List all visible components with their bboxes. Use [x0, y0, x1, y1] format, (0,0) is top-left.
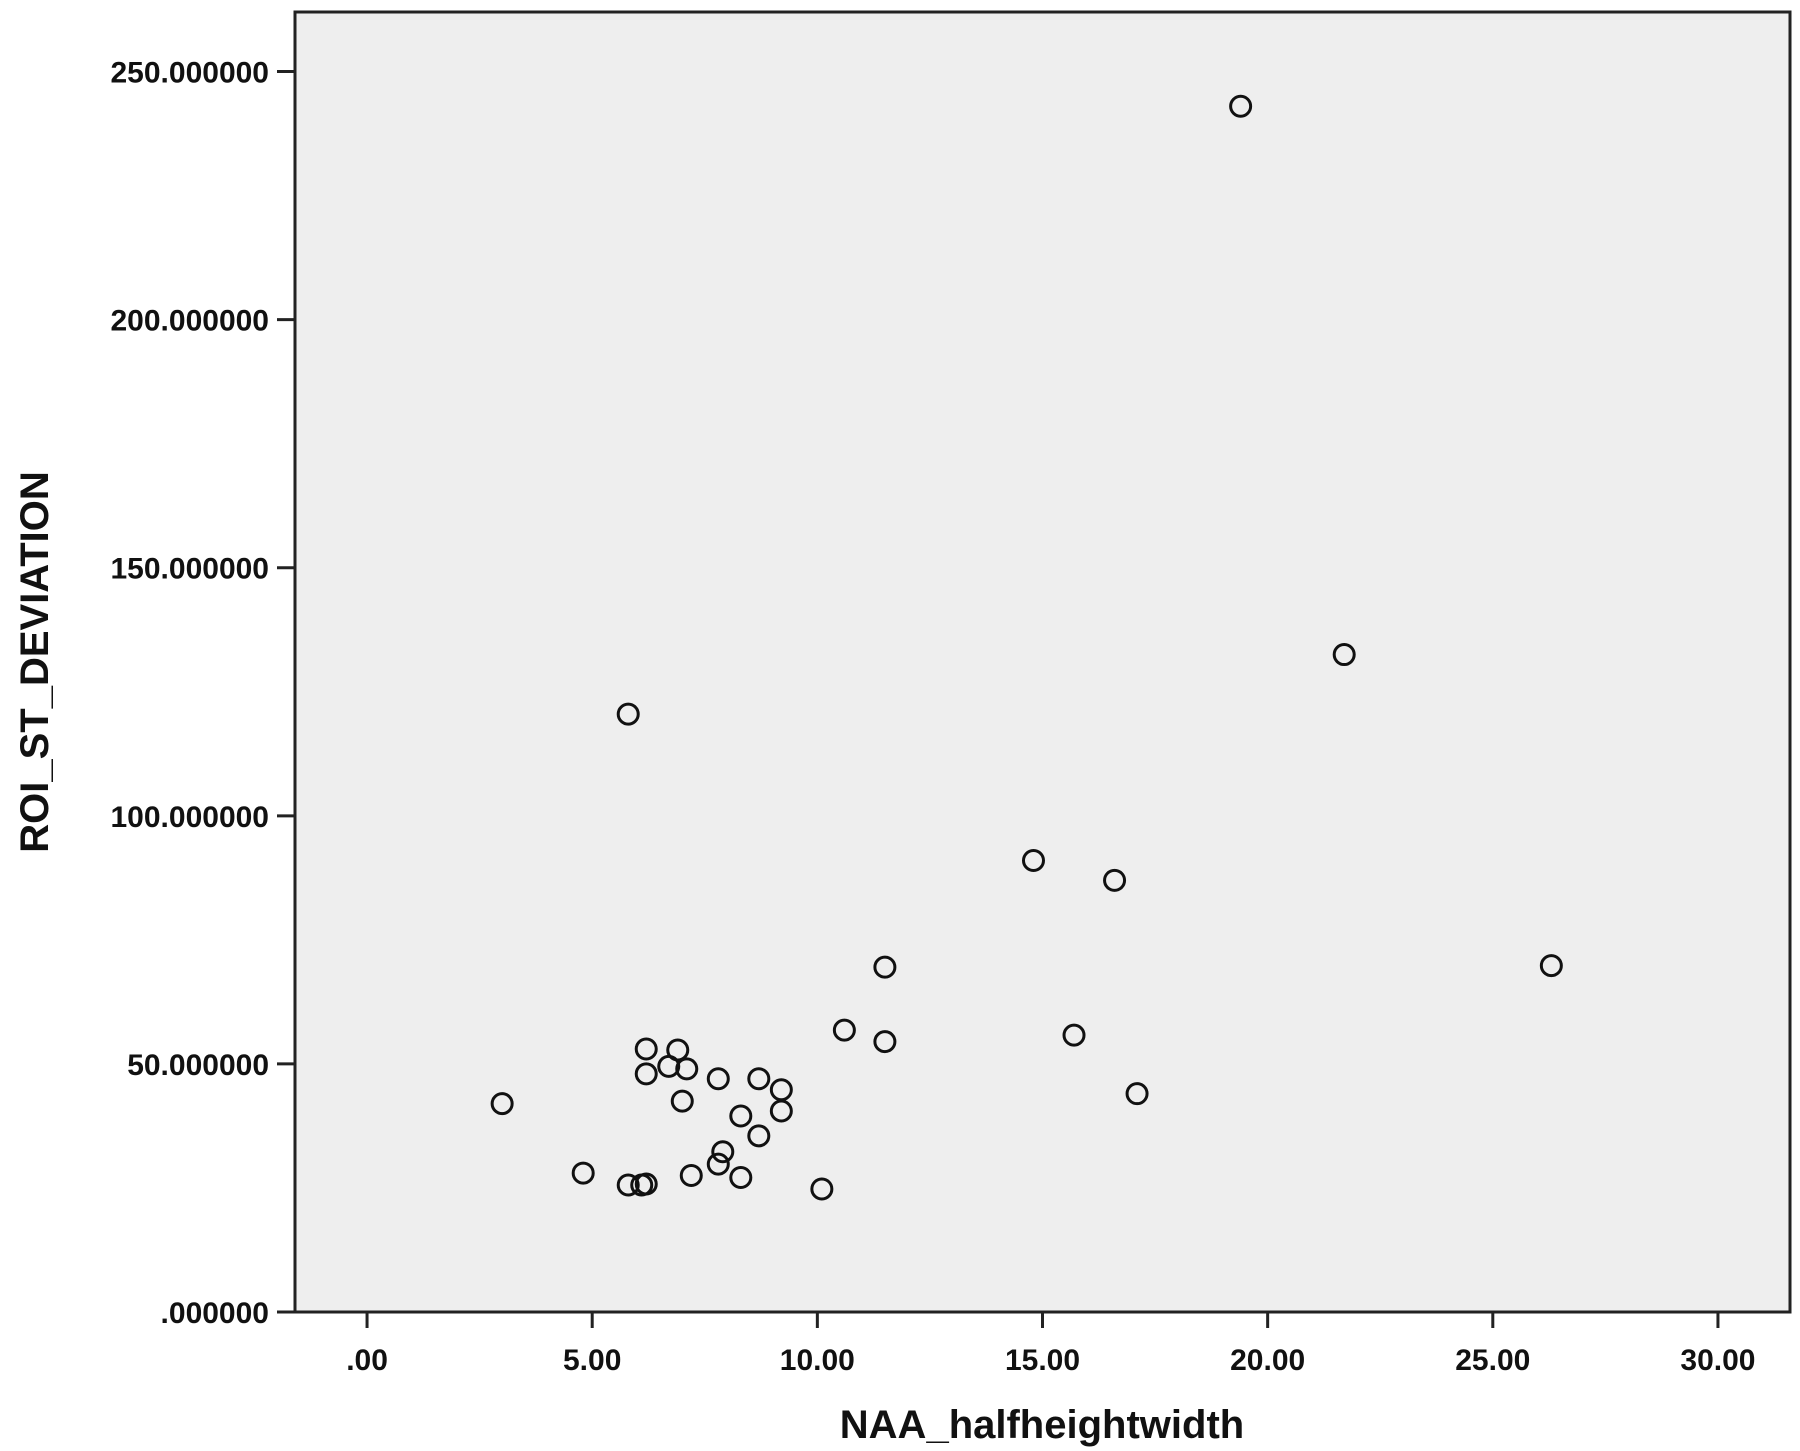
y-axis: .000000 50.000000 100.000000 150.000000 200.… — [111, 57, 295, 1330]
data-point — [670, 1089, 694, 1113]
x-tick-label: 30.00 — [1680, 1344, 1755, 1377]
data-point — [616, 702, 640, 726]
data-point — [1229, 94, 1253, 118]
data-point — [1021, 848, 1045, 872]
data-point — [747, 1124, 771, 1148]
data-point — [1539, 954, 1563, 978]
data-point — [634, 1037, 658, 1061]
x-tick-label: 5.00 — [563, 1344, 621, 1377]
data-point — [1062, 1023, 1086, 1047]
data-point — [634, 1172, 658, 1196]
y-tick-label: 100.000000 — [111, 801, 270, 834]
data-point — [706, 1152, 730, 1176]
x-tick-label: 20.00 — [1230, 1344, 1305, 1377]
data-point — [706, 1067, 730, 1091]
data-point — [729, 1166, 753, 1190]
x-axis-title: NAA_halfheightwidth — [840, 1403, 1244, 1447]
y-tick-label: .000000 — [161, 1297, 269, 1330]
x-tick-label: .00 — [346, 1344, 388, 1377]
x-tick-label: 25.00 — [1455, 1344, 1530, 1377]
data-point — [1103, 868, 1127, 892]
data-point — [634, 1062, 658, 1086]
y-tick-label: 200.000000 — [111, 305, 270, 338]
data-point — [1332, 643, 1356, 667]
data-point — [490, 1092, 514, 1116]
x-tick-label: 15.00 — [1005, 1344, 1080, 1377]
y-tick-label: 50.000000 — [127, 1049, 269, 1082]
y-tick-label: 250.000000 — [111, 57, 270, 90]
x-axis: .00 5.00 10.00 15.00 20.00 25.00 30.00 — [346, 1312, 1755, 1377]
data-point — [810, 1177, 834, 1201]
data-point — [666, 1038, 690, 1062]
plot-area — [293, 10, 1792, 1314]
data-point — [729, 1104, 753, 1128]
data-point — [711, 1140, 735, 1164]
data-point — [769, 1099, 793, 1123]
data-point — [832, 1018, 856, 1042]
data-point — [616, 1173, 640, 1197]
y-axis-title: ROI_ST_DEVIATION — [13, 471, 57, 853]
x-tick-label: 10.00 — [780, 1344, 855, 1377]
data-point — [873, 1030, 897, 1054]
data-point — [1125, 1082, 1149, 1106]
data-points — [490, 94, 1563, 1201]
data-point — [873, 955, 897, 979]
data-point — [679, 1164, 703, 1188]
data-point — [747, 1067, 771, 1091]
data-point — [675, 1057, 699, 1081]
data-point — [571, 1161, 595, 1185]
y-tick-label: 150.000000 — [111, 553, 270, 586]
